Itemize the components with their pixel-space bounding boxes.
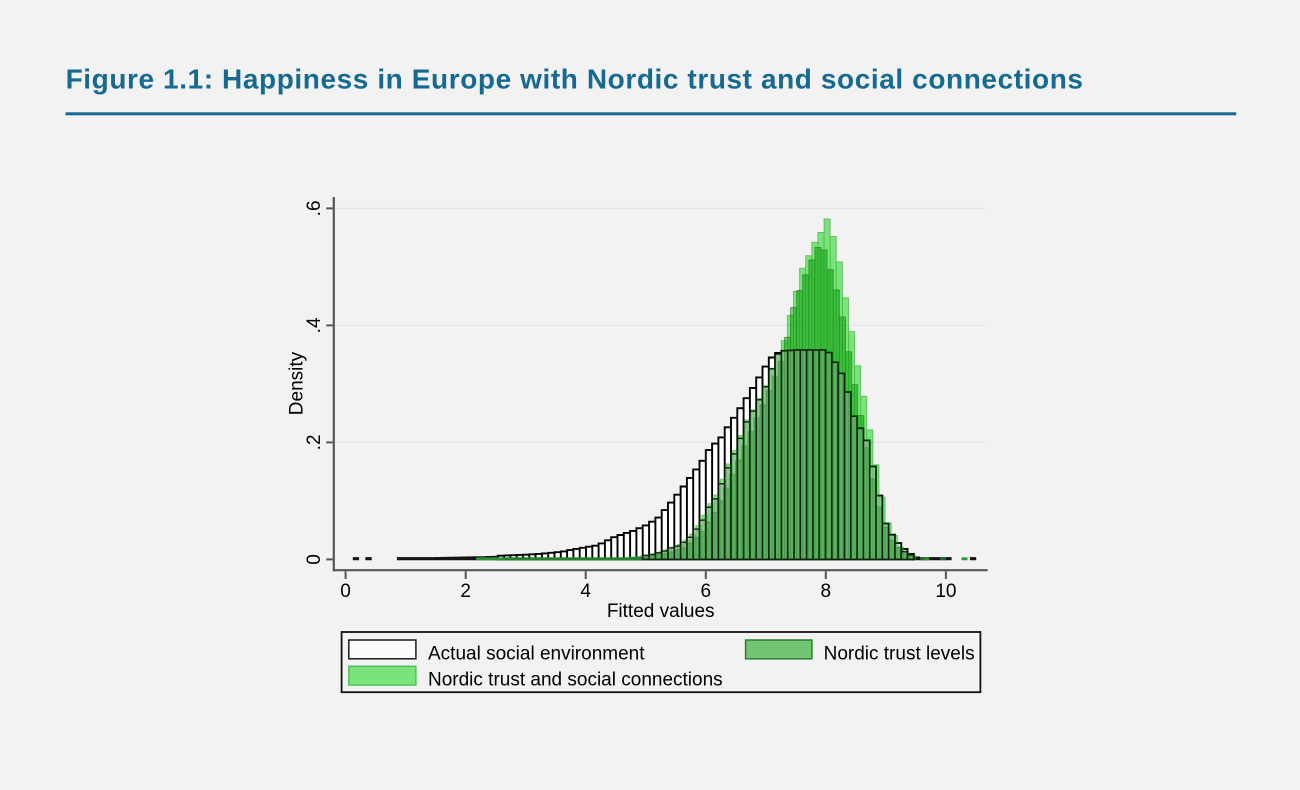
svg-text:Figure 1.1: Happiness in Europ: Figure 1.1: Happiness in Europe with Nor…	[66, 64, 1084, 95]
svg-text:.4: .4	[304, 317, 325, 333]
svg-text:Nordic trust levels: Nordic trust levels	[824, 643, 975, 664]
svg-text:4: 4	[580, 581, 591, 602]
svg-text:2: 2	[460, 581, 471, 602]
svg-text:.6: .6	[304, 200, 325, 216]
svg-text:.2: .2	[304, 434, 325, 450]
svg-text:0: 0	[304, 554, 325, 565]
svg-text:Actual social environment: Actual social environment	[428, 643, 645, 664]
svg-text:0: 0	[340, 581, 351, 602]
svg-text:10: 10	[935, 581, 956, 602]
svg-text:Density: Density	[287, 351, 308, 415]
svg-text:Fitted values: Fitted values	[607, 601, 715, 622]
svg-text:8: 8	[821, 581, 832, 602]
svg-text:6: 6	[701, 581, 712, 602]
svg-text:Nordic trust and social connec: Nordic trust and social connections	[428, 670, 723, 691]
